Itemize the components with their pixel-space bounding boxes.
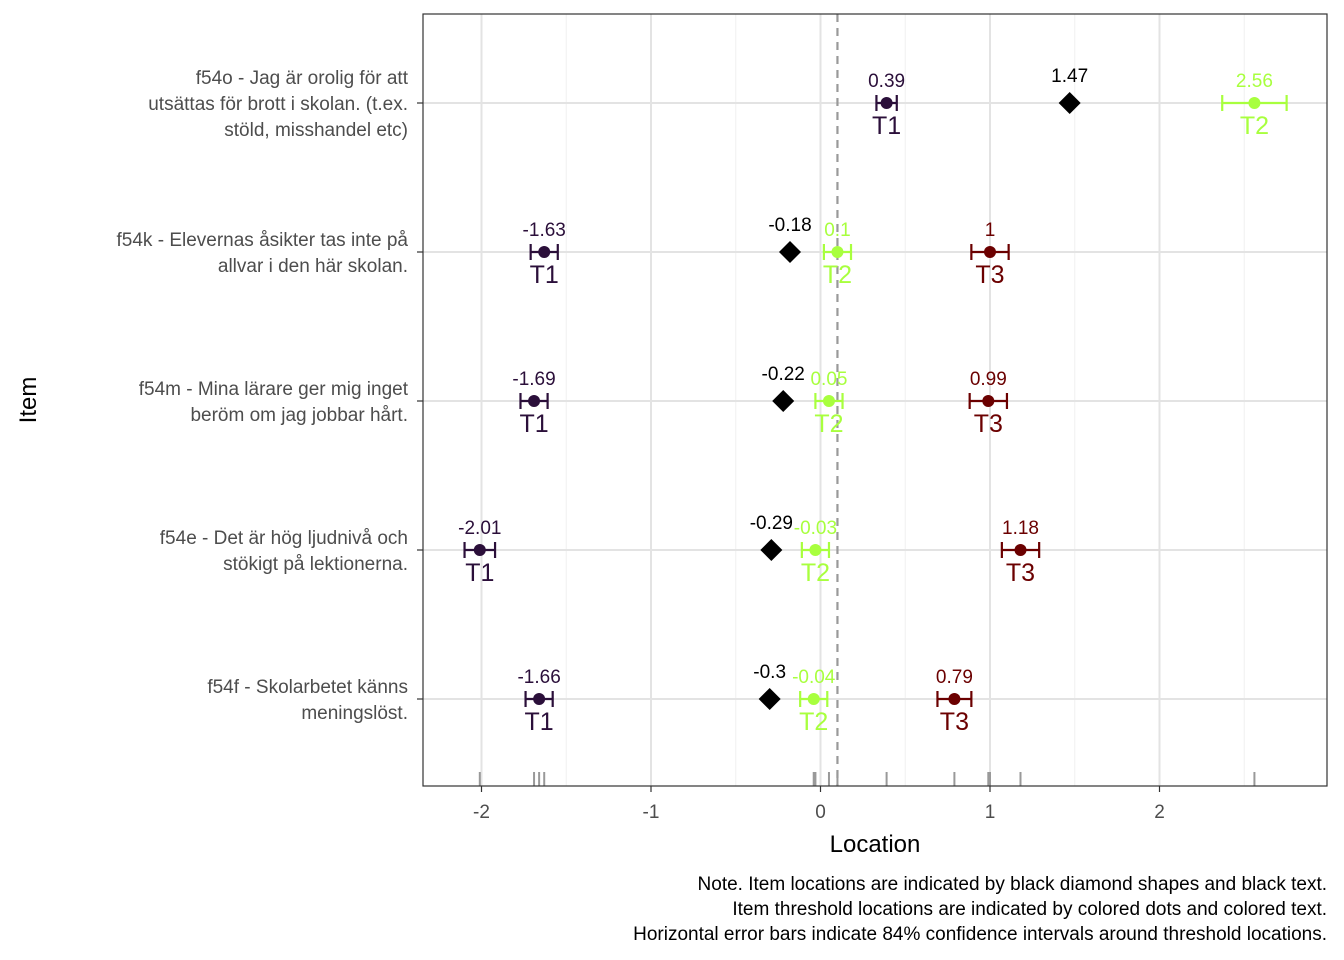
threshold-name-label: T2 [799, 708, 828, 736]
x-tick-label: 2 [1154, 802, 1165, 823]
threshold-name-label: T2 [823, 261, 852, 289]
y-axis-label-line: allvar i den här skolan. [218, 256, 408, 277]
item-location-diamond [778, 241, 801, 263]
y-axis-label-line: f54o - Jag är orolig för att [196, 68, 409, 89]
y-axis-label-line: meningslöst. [301, 703, 408, 724]
item-location-label: -0.3 [753, 662, 786, 683]
threshold-value-label: -0.03 [794, 518, 837, 539]
threshold-value-label: -2.01 [458, 518, 501, 539]
threshold-point [984, 246, 996, 258]
threshold-point [1014, 544, 1027, 556]
threshold-point [528, 395, 541, 407]
item-location-diamond [772, 390, 795, 412]
item-location-label: 1.47 [1051, 66, 1088, 87]
note-line: Item threshold locations are indicated b… [732, 899, 1327, 920]
threshold-name-label: T2 [801, 559, 830, 587]
threshold-point [948, 693, 961, 705]
y-axis-label-line: beröm om jag jobbar hårt. [190, 405, 408, 426]
panel-border [422, 13, 1328, 787]
y-axis-label-line: stöld, misshandel etc) [224, 120, 408, 141]
threshold-value-label: 0.99 [970, 369, 1007, 390]
threshold-name-label: T1 [519, 410, 548, 438]
threshold-point [831, 246, 844, 258]
threshold-value-label: 0.1 [824, 220, 850, 241]
threshold-value-label: -1.63 [523, 220, 566, 241]
threshold-value-label: 0.39 [868, 71, 905, 92]
threshold-name-label: T3 [974, 410, 1003, 438]
item-location-diamond [760, 539, 783, 561]
threshold-value-label: 2.56 [1236, 71, 1273, 92]
threshold-point [473, 544, 486, 556]
threshold-name-label: T3 [975, 261, 1004, 289]
threshold-name-label: T2 [814, 410, 843, 438]
y-axis-label-line: stökigt på lektionerna. [223, 554, 408, 575]
data-layer: 0.39 T1 2.56 T2 1.47 -1.63 T1 0.1 T2 1 T3 -0.18 -1.6… [458, 14, 1288, 786]
threshold-value-label: 0.05 [810, 369, 847, 390]
note-line: Note. Item locations are indicated by bl… [698, 874, 1327, 895]
x-tick-label: -2 [473, 802, 490, 823]
threshold-name-label: T1 [872, 112, 901, 140]
item-location-label: -0.29 [750, 513, 793, 534]
threshold-name-label: T2 [1240, 112, 1269, 140]
threshold-value-label: 1.18 [1002, 518, 1039, 539]
threshold-name-label: T3 [940, 708, 969, 736]
threshold-name-label: T1 [530, 261, 559, 289]
threshold-point [1248, 97, 1261, 109]
threshold-value-label: 0.79 [936, 667, 973, 688]
grid-layer [423, 14, 1327, 786]
y-axis-label-line: f54m - Mina lärare ger mig inget [139, 379, 409, 400]
threshold-value-label: 1 [985, 220, 996, 241]
threshold-point [538, 246, 551, 258]
x-tick-label: 1 [985, 802, 996, 823]
threshold-value-label: -1.66 [517, 667, 560, 688]
x-tick-label: 0 [815, 802, 826, 823]
threshold-point [807, 693, 820, 705]
threshold-value-label: -1.69 [512, 369, 555, 390]
threshold-point [880, 97, 893, 109]
item-location-diamond [758, 688, 781, 710]
threshold-name-label: T1 [525, 708, 554, 736]
item-location-label: -0.22 [762, 364, 805, 385]
item-location-diamond [1058, 92, 1081, 114]
threshold-point [982, 395, 995, 407]
threshold-point [822, 395, 835, 407]
x-axis-title: Location [830, 831, 921, 858]
y-axis-title: Item [15, 377, 42, 424]
item-location-label: -0.18 [768, 215, 811, 236]
chart-note: Note. Item locations are indicated by bl… [633, 874, 1327, 945]
threshold-name-label: T3 [1006, 559, 1035, 587]
threshold-name-label: T1 [465, 559, 494, 587]
y-axis-labels: f54o - Jag är orolig för att utsättas för… [117, 68, 423, 724]
threshold-point [533, 693, 546, 705]
threshold-value-label: -0.04 [792, 667, 836, 688]
y-axis-label-line: f54f - Skolarbetet känns [207, 677, 408, 698]
note-line: Horizontal error bars indicate 84% confi… [633, 924, 1327, 945]
y-axis-label-line: f54e - Det är hög ljudnivå och [160, 528, 408, 549]
y-axis-label-line: f54k - Elevernas åsikter tas inte på [117, 230, 409, 251]
x-axis-ticks: -2 -1 0 1 2 [473, 786, 1165, 823]
threshold-point [809, 544, 822, 556]
y-axis-label-line: utsättas för brott i skolan. (t.ex. [148, 94, 408, 115]
x-tick-label: -1 [643, 802, 660, 823]
